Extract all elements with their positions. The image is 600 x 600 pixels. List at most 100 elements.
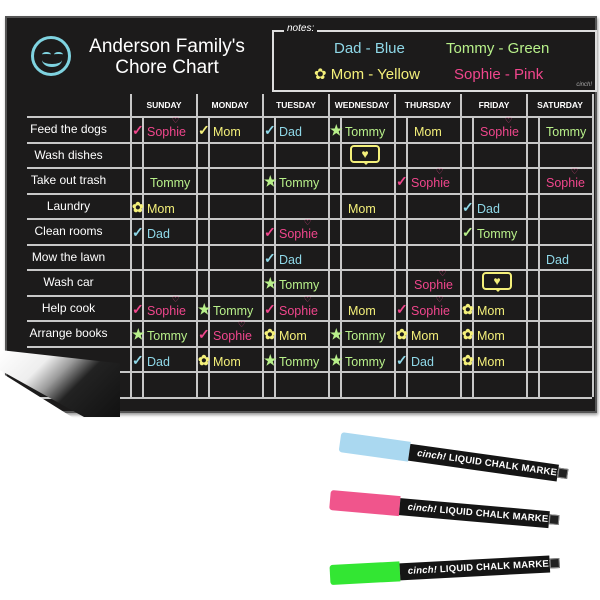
marker-cap <box>329 490 401 517</box>
assignee-name: Dad <box>477 201 500 216</box>
note-sophie: Sophie - Pink <box>454 66 544 83</box>
check-icon: ✓ <box>396 173 408 189</box>
chalk-marker: cinch! LIQUID CHALK MARKER <box>338 432 570 484</box>
assignee-name: Mom <box>477 354 505 369</box>
marker-label: cinch! LIQUID CHALK MARKER <box>398 497 556 528</box>
check-icon: ✓ <box>264 300 276 317</box>
assignee-name: Sophie <box>546 176 585 190</box>
chore-label: Feed the dogs <box>30 122 107 136</box>
row-divider <box>27 167 592 169</box>
check-icon: ✓ <box>198 122 210 138</box>
assignee-name: Tommy <box>150 176 191 190</box>
day-header-sunday: SUNDAY <box>130 94 196 116</box>
row-divider <box>27 116 592 118</box>
marker-cap <box>329 561 401 585</box>
heart-icon: ♡ <box>304 218 312 227</box>
assignee-name: Tommy <box>213 303 254 318</box>
assignee-name: Tommy <box>279 354 320 369</box>
assignee-name: Tommy <box>477 227 518 241</box>
assignee-name: Sophie <box>411 176 450 190</box>
marker-label: cinch! LIQUID CHALK MARKER <box>408 443 565 482</box>
marker-tip <box>557 467 569 479</box>
check-icon: ✓ <box>462 198 474 215</box>
check-icon: ✓ <box>396 300 408 317</box>
smiley-face-icon <box>31 36 71 76</box>
assignee-name: Mom <box>477 329 505 343</box>
heart-icon: ♡ <box>304 294 312 304</box>
check-column-divider <box>142 116 144 397</box>
row-divider <box>27 269 592 271</box>
marker-tip <box>548 514 560 526</box>
assignee-name: Dad <box>411 354 434 369</box>
note-mom: Mom - Yellow <box>330 66 420 83</box>
flower-icon: ✿ <box>132 198 144 215</box>
day-header-friday: FRIDAY <box>460 94 526 116</box>
assignee-name: Sophie <box>411 303 450 318</box>
assignee-name: Mom <box>147 201 175 216</box>
notes-box: notes: Dad - Blue Tommy - Green ✿ Mom - … <box>272 23 597 92</box>
assignee-name: Mom <box>348 201 376 216</box>
day-header-wednesday: WEDNESDAY <box>328 94 394 116</box>
assignee-name: Sophie <box>279 227 318 241</box>
check-icon: ✓ <box>462 224 474 240</box>
assignee-name: Tommy <box>345 125 386 139</box>
assignee-name: Sophie <box>480 125 519 139</box>
chore-label: Help cook <box>41 300 96 315</box>
heart-icon: ♡ <box>439 269 447 278</box>
check-icon: ✓ <box>264 249 276 266</box>
assignee-name: Sophie <box>414 278 453 292</box>
assignee-name: Tommy <box>345 329 386 343</box>
marker-brand: cinch! <box>416 447 447 463</box>
day-header-monday: MONDAY <box>196 94 262 116</box>
row-divider <box>27 243 592 246</box>
check-icon: ✓ <box>264 122 276 138</box>
chore-label: Take out trash <box>30 173 107 187</box>
flower-icon: ✿ <box>396 326 408 342</box>
notes-label: notes: <box>284 23 318 34</box>
heart-icon: ♡ <box>505 116 513 125</box>
check-icon: ✓ <box>132 351 144 368</box>
flower-icon: ✿ <box>314 66 331 83</box>
chore-label: Mow the lawn <box>31 249 106 264</box>
day-header-saturday: SATURDAY <box>526 94 592 116</box>
check-column-divider <box>208 116 210 397</box>
marker-text: LIQUID CHALK MARKER <box>448 451 565 479</box>
assignee-name: Mom <box>213 354 241 369</box>
chalk-marker: cinch! LIQUID CHALK MARKER <box>329 490 560 530</box>
title-line-1: Anderson Family's <box>89 36 245 57</box>
row-divider <box>27 371 592 373</box>
chore-chart-board: Anderson Family's Chore Chart notes: Dad … <box>5 16 597 413</box>
flower-icon: ✿ <box>462 300 474 317</box>
star-icon: ★ <box>264 275 277 291</box>
flower-icon: ✿ <box>264 326 276 342</box>
chore-label: Clean rooms <box>34 224 103 238</box>
flower-icon: ✿ <box>462 326 474 342</box>
assignee-name: Dad <box>279 125 302 139</box>
heart-icon: ♡ <box>172 294 180 304</box>
row-divider <box>27 345 592 348</box>
assignee-name: Sophie <box>147 303 186 318</box>
heart-icon: ♡ <box>436 167 444 176</box>
row-divider <box>27 192 592 195</box>
assignee-name: Tommy <box>345 354 386 369</box>
check-column-divider <box>538 116 540 397</box>
row-divider <box>27 396 592 399</box>
chore-label: Arrange books <box>29 326 108 340</box>
assignee-name: Dad <box>147 354 170 369</box>
brand-logo: cinch! <box>576 82 592 88</box>
check-icon: ✓ <box>264 224 276 240</box>
note-dad: Dad - Blue <box>334 40 405 57</box>
assignee-name: Sophie <box>279 303 318 318</box>
marker-cap <box>338 432 411 462</box>
heart-icon: ♡ <box>436 294 444 304</box>
star-icon: ★ <box>264 351 277 368</box>
note-tommy: Tommy - Green <box>446 40 550 57</box>
heart-speech-bubble-icon: ♥ <box>350 144 380 165</box>
column-divider <box>592 94 594 397</box>
heart-icon: ♡ <box>172 116 180 125</box>
assignee-name: Mom <box>279 329 307 343</box>
assignee-name: Tommy <box>279 176 320 190</box>
heart-icon: ♡ <box>238 320 246 329</box>
star-icon: ★ <box>198 300 211 317</box>
day-header-tuesday: TUESDAY <box>262 94 328 116</box>
